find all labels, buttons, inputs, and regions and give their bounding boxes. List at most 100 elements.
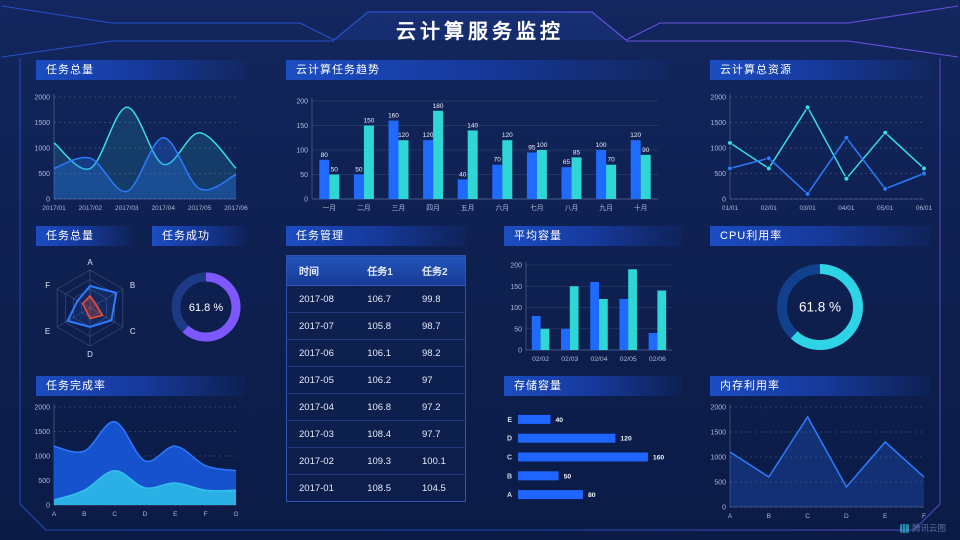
table-cell: 2017-06 (286, 339, 356, 367)
tick-label: 0 (722, 197, 726, 204)
bar (657, 290, 667, 350)
bar (518, 414, 551, 424)
table-cell: 108.5 (367, 482, 391, 494)
tick-label: 50 (300, 172, 308, 179)
table-cell: 105.8 (355, 312, 410, 340)
bar (518, 433, 616, 443)
series-blue-area (54, 137, 236, 199)
tick-label: 100 (296, 148, 308, 155)
series-blue-line (53, 137, 237, 193)
tick-label: 100 (536, 142, 547, 149)
radar-grid (65, 279, 115, 337)
table-cell: 104.5 (422, 482, 446, 494)
tick-label: 120 (630, 132, 641, 139)
tick-label: A (87, 258, 93, 267)
bar (531, 316, 541, 350)
cpu-donut: 61.8 % (777, 264, 863, 350)
bar (590, 282, 599, 350)
table-row: 2017-05 106.2 97 (286, 366, 466, 394)
table-cell: 106.8 (355, 393, 410, 421)
tick-label: A (507, 492, 512, 499)
tick-label: F (45, 281, 50, 290)
tick-label: 65 (563, 159, 571, 166)
bar (457, 179, 468, 199)
tick-label: 0 (722, 505, 726, 512)
series-blue-marker (727, 165, 733, 172)
series-blue-area (730, 417, 924, 507)
task-table-head-row: 时间 任务1 任务2 (286, 255, 466, 286)
radar-axis-line (56, 288, 91, 309)
table-cell: 106.1 (355, 339, 410, 367)
tick-label: 50 (355, 167, 363, 174)
tick-label: B (507, 473, 512, 480)
task-radar-chart: A B C D E F (45, 258, 136, 359)
tick-label: D (844, 513, 849, 520)
table-cell: 2017-01 (299, 482, 334, 494)
bar (599, 299, 608, 350)
table-cell: 2017-03 (286, 420, 356, 448)
tick-label: 1500 (34, 120, 50, 127)
table-cell: 108.4 (355, 420, 410, 448)
tick-label: 三月 (392, 204, 406, 212)
tick-label: 十月 (634, 203, 648, 212)
tick-label: 五月 (461, 204, 475, 212)
tick-label: E (173, 511, 178, 518)
table-cell: 2017-08 (286, 285, 356, 313)
panel-header-cpu: CPU利用率 (710, 226, 930, 246)
bar (540, 328, 550, 350)
task-trend-chart: 0 50 100 150 200 一月 二月 三月 四月 五月 六月 七月 八月 九月 十月 80 50 160 1… (296, 98, 658, 212)
tick-label: 2000 (34, 95, 50, 102)
layer-done-line (53, 469, 237, 501)
bar (569, 286, 579, 350)
tick-label: 05/01 (877, 205, 894, 212)
series-blue-marker (921, 170, 927, 177)
tick-label: 01/01 (722, 205, 739, 212)
series-blue-marker (843, 134, 850, 141)
radar-grid (56, 269, 124, 347)
tick-label: 50 (564, 473, 572, 480)
tick-label: E (45, 327, 50, 336)
table-header-cell: 时间 (286, 255, 356, 286)
table-cell: 100.1 (410, 447, 466, 475)
bar (398, 140, 409, 199)
tick-label: 50 (514, 326, 522, 333)
series-blue-polygon (66, 284, 118, 329)
tick-label: D (507, 436, 512, 443)
tick-label: 120 (423, 132, 434, 139)
tick-label: 1000 (710, 455, 726, 462)
tick-label: 90 (642, 147, 650, 154)
page-title: 云计算服务监控 (396, 21, 564, 43)
tick-label: 500 (714, 171, 726, 178)
panel-header-total-resources: 云计算总资源 (710, 60, 930, 80)
memory-chart: 0 500 1000 1500 2000 A B C D E F (710, 404, 926, 520)
tick-label: 2000 (34, 405, 50, 412)
table-header-cell: 任务1 (355, 255, 410, 286)
table-header-cell: 任务2 (410, 255, 466, 286)
storage-chart: E 40 D 120 C 160 B 50 A 80 (507, 414, 664, 500)
tick-label: 1500 (34, 429, 50, 436)
tick-label: 70 (494, 157, 502, 164)
series-cyan-line (53, 106, 237, 170)
series-cyan-line (729, 105, 925, 180)
tick-label: 500 (38, 171, 50, 178)
series-blue-marker (882, 186, 889, 192)
series-cyan-marker (921, 165, 927, 172)
table-cell: 2017-05 (286, 366, 356, 394)
tick-label: 2017/05 (188, 205, 212, 212)
tick-label: 1000 (34, 146, 50, 153)
table-cell: 98.2 (410, 339, 466, 367)
tick-label: D (87, 350, 93, 359)
tick-label: C (507, 455, 512, 462)
tick-label: 2017/02 (79, 205, 103, 212)
tick-label: B (767, 513, 771, 520)
bar (628, 269, 637, 350)
panel-header-completion: 任务完成率 (36, 376, 246, 396)
tick-label: 500 (714, 480, 726, 487)
panel-header-memory: 内存利用率 (710, 376, 930, 396)
bar (518, 471, 559, 481)
tick-label: 200 (296, 99, 308, 106)
tick-label: 120 (620, 436, 632, 443)
tick-label: 0 (304, 197, 308, 204)
panel-header-task-trend: 云计算任务趋势 (286, 60, 668, 80)
bar (363, 125, 374, 199)
